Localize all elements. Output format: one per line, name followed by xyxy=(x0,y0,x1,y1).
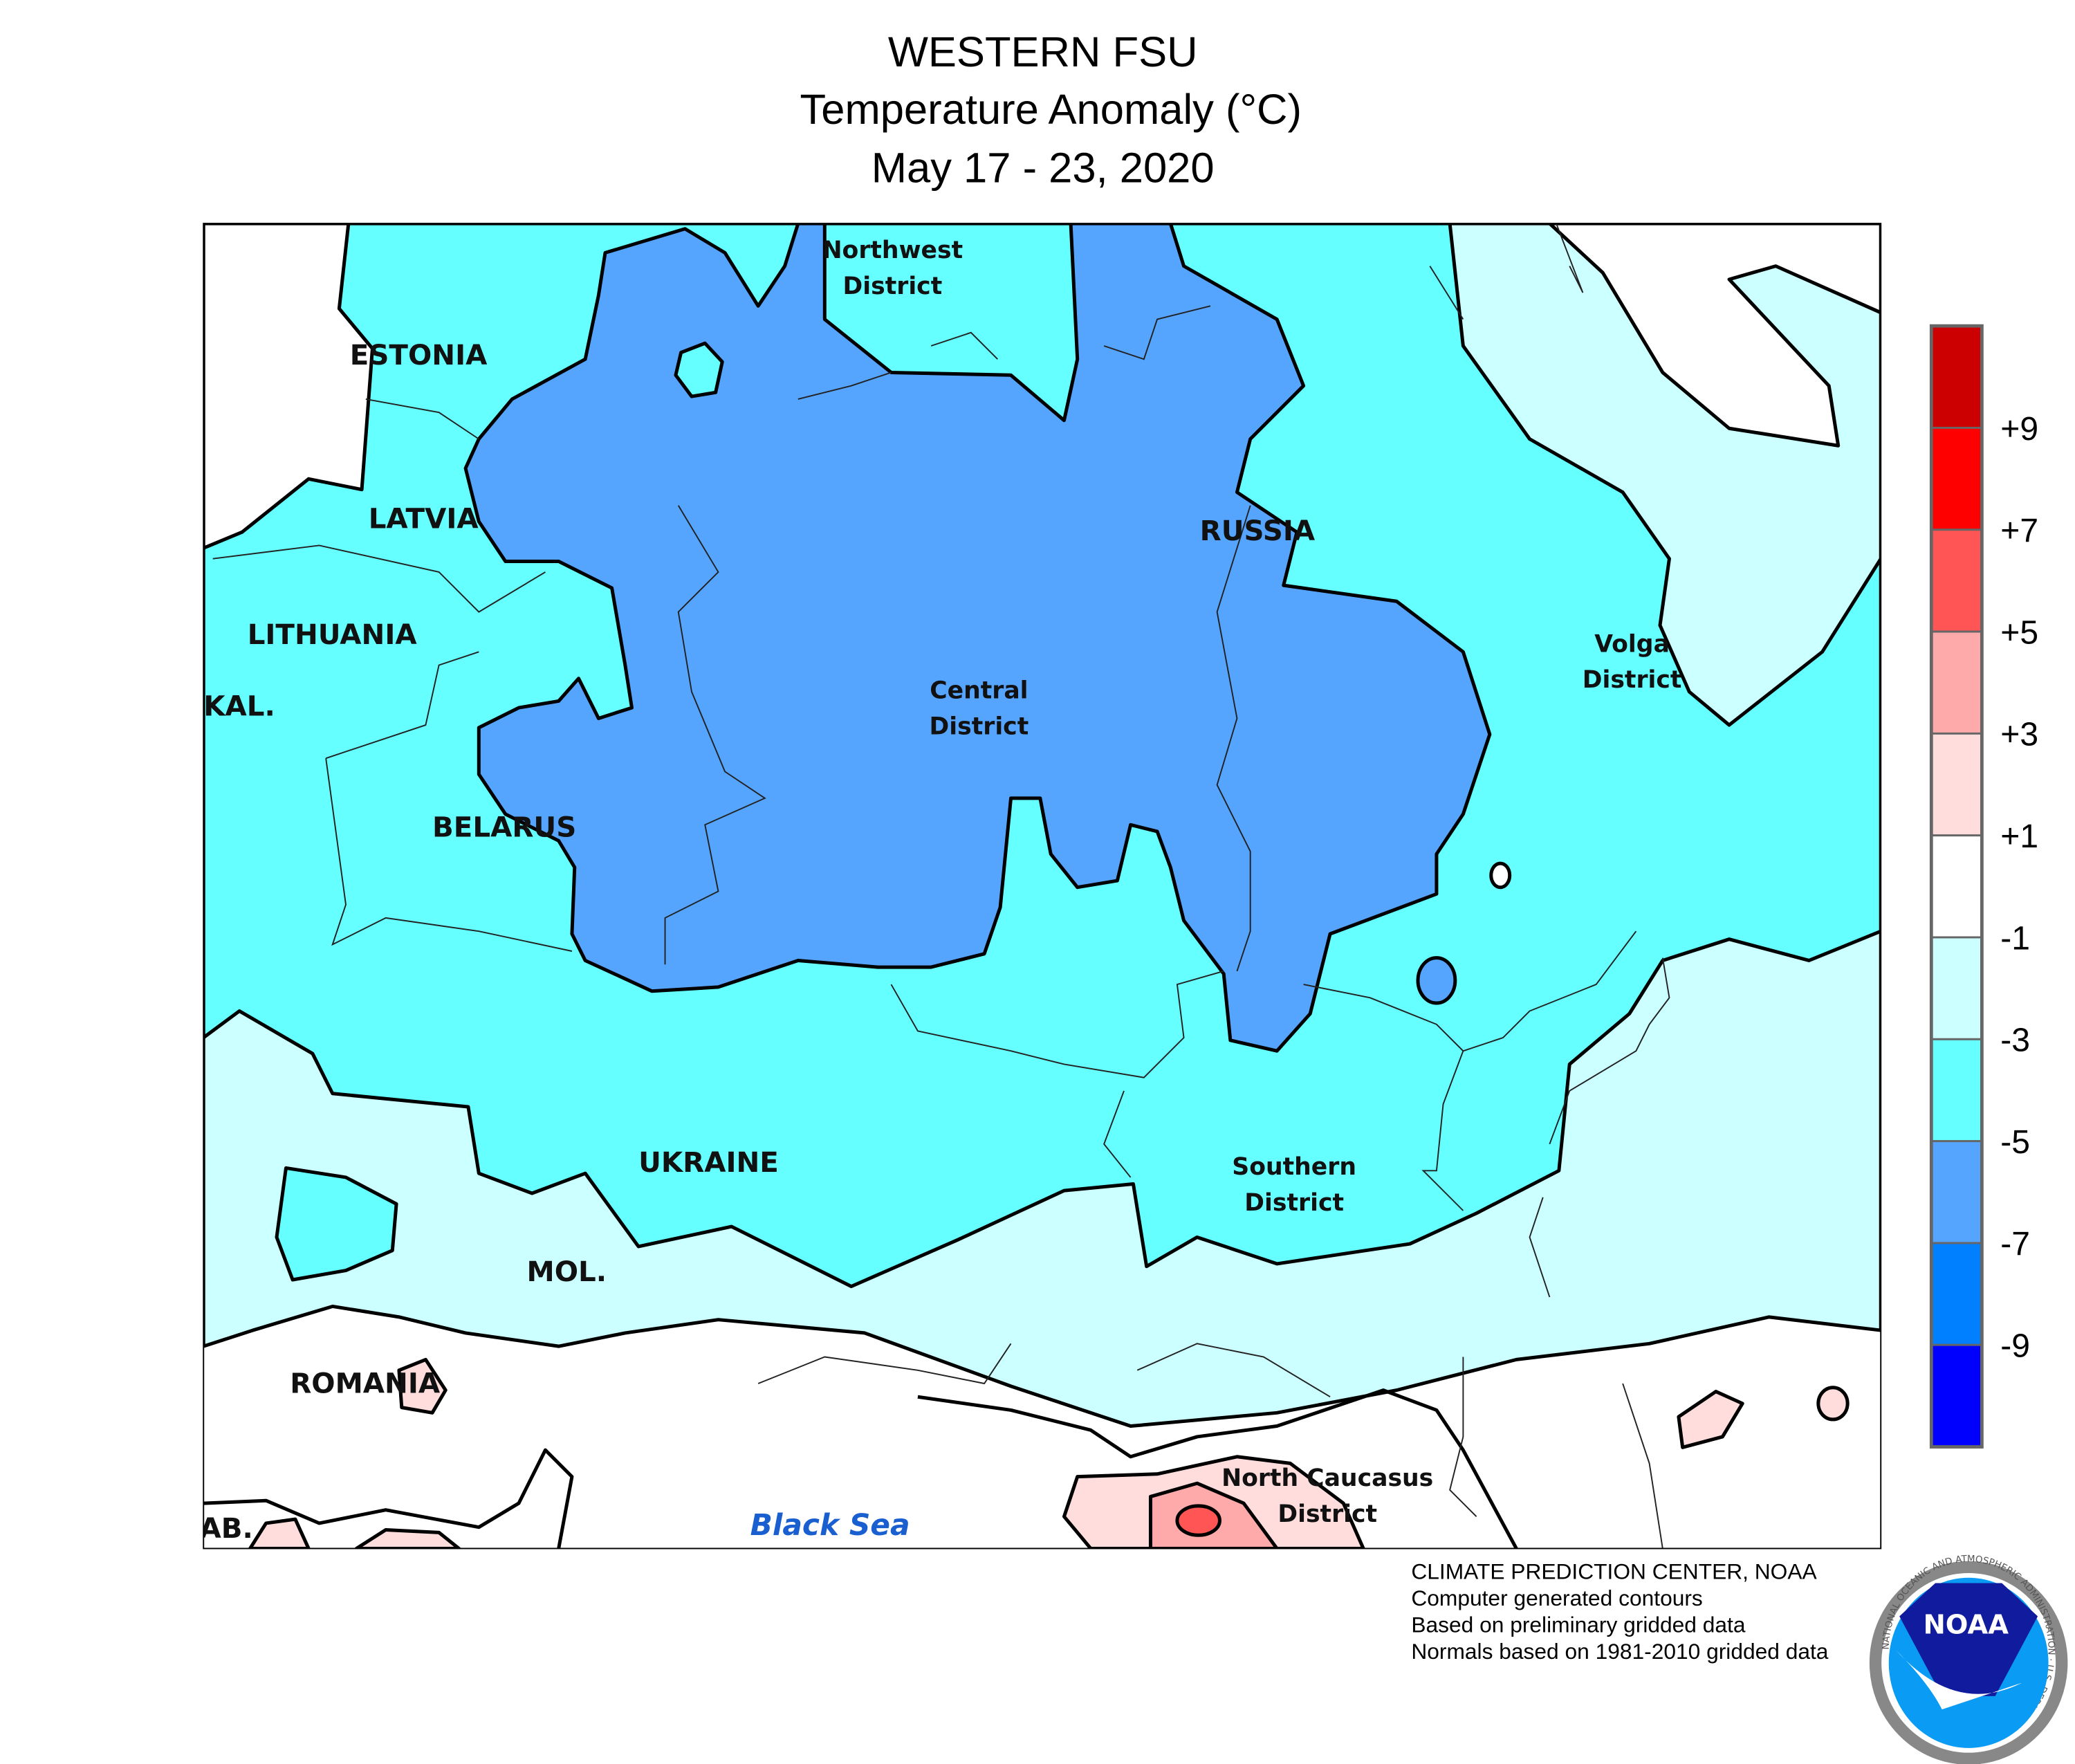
label-moldova: MOL. xyxy=(527,1256,607,1288)
legend-swatch xyxy=(1930,529,1983,633)
credit-line-4: Normals based on 1981-2010 gridded data xyxy=(1411,1639,1828,1664)
contour-line-south xyxy=(917,1388,1518,1549)
label-ab: AB. xyxy=(199,1512,252,1545)
legend-tick-label: +7 xyxy=(2000,512,2038,549)
label-russia: RUSSIA xyxy=(1200,515,1316,547)
anomaly-region-pink-east xyxy=(1677,1390,1744,1449)
label-north-caucasus-district: North Caucasus xyxy=(1221,1464,1433,1492)
anomaly-region-pink-romania xyxy=(397,1357,448,1415)
label-northwest-district-2: District xyxy=(843,273,943,300)
legend-swatch xyxy=(1930,1242,1983,1346)
map-labels: ESTONIA LATVIA LITHUANIA KAL. BELARUS UK… xyxy=(199,237,1682,1545)
legend-tick-label: -1 xyxy=(2000,919,2030,957)
label-central-district: Central xyxy=(930,677,1028,705)
legend-swatch xyxy=(1930,427,1983,531)
label-ukraine: UKRAINE xyxy=(638,1146,779,1179)
anomaly-region-cyan-romania xyxy=(275,1166,398,1282)
label-southern-district: Southern xyxy=(1232,1153,1356,1181)
legend-swatch xyxy=(1930,1038,1983,1143)
label-estonia: ESTONIA xyxy=(350,339,488,371)
anomaly-blob-white xyxy=(1489,861,1512,890)
map: ESTONIA LATVIA LITHUANIA KAL. BELARUS UK… xyxy=(199,223,1881,1549)
credit-line-2: Computer generated contours xyxy=(1411,1586,1702,1610)
map-frame xyxy=(203,223,1882,1550)
legend-tick-label: -7 xyxy=(2000,1225,2030,1262)
legend-tick-label: +3 xyxy=(2000,716,2038,753)
noaa-logo-text: NOAA xyxy=(1924,1610,2009,1641)
legend-swatch xyxy=(1930,834,1983,939)
legend-frame xyxy=(1929,324,1984,1449)
anomaly-region-blue xyxy=(463,223,1492,1053)
credit-line-3: Based on preliminary gridded data xyxy=(1411,1613,1745,1637)
baltic-sea-white xyxy=(203,223,374,550)
credit-line-1: CLIMATE PREDICTION CENTER, NOAA xyxy=(1411,1559,1817,1584)
label-lithuania: LITHUANIA xyxy=(248,618,418,651)
label-volga-district-2: District xyxy=(1583,666,1682,694)
label-northwest-district: Northwest xyxy=(822,237,963,264)
anomaly-blob-red xyxy=(1175,1504,1221,1537)
anomaly-region-white-northeast xyxy=(1547,223,1881,448)
label-black-sea: Black Sea xyxy=(750,1508,910,1542)
label-latvia: LATVIA xyxy=(369,502,479,535)
country-borders xyxy=(212,223,1670,1549)
label-central-district-2: District xyxy=(930,713,1029,741)
label-kaliningrad: KAL. xyxy=(203,690,275,723)
label-romania: ROMANIA xyxy=(290,1367,441,1399)
title-line-1: WESTERN FSU xyxy=(888,28,1198,76)
legend-swatch xyxy=(1930,630,1983,735)
label-volga-district: Volga xyxy=(1594,630,1670,658)
title-line-3: May 17 - 23, 2020 xyxy=(872,144,1215,192)
legend-tick-label: -5 xyxy=(2000,1123,2030,1161)
anomaly-blob-blue xyxy=(1416,956,1457,1005)
color-legend: +9 +7 +5 +3 +1 -1 -3 -5 -7 -9 xyxy=(1929,324,2038,1449)
legend-tick-label: -3 xyxy=(2000,1022,2030,1059)
label-belarus: BELARUS xyxy=(432,811,576,844)
anomaly-region-pink-sw xyxy=(248,1517,461,1549)
noaa-logo: NATIONAL OCEANIC AND ATMOSPHERIC ADMINIS… xyxy=(1869,1554,2068,1764)
legend-tick-label: +9 xyxy=(2000,410,2038,448)
legend-swatch xyxy=(1930,1343,1983,1448)
legend-swatch xyxy=(1930,732,1983,837)
credits: CLIMATE PREDICTION CENTER, NOAA Computer… xyxy=(1411,1559,1828,1664)
label-southern-district-2: District xyxy=(1244,1189,1344,1217)
legend-swatch xyxy=(1930,324,1983,429)
title-line-2: Temperature Anomaly (°C) xyxy=(800,86,1302,134)
legend-swatch xyxy=(1930,936,1983,1040)
legend-swatch xyxy=(1930,1140,1983,1244)
anomaly-blob-pink xyxy=(1816,1386,1850,1422)
legend-tick-label: -9 xyxy=(2000,1327,2030,1365)
legend-tick-label: +5 xyxy=(2000,614,2038,651)
contour-line-west xyxy=(203,1448,574,1549)
legend-tick-label: +1 xyxy=(2000,818,2038,855)
label-north-caucasus-district-2: District xyxy=(1278,1500,1377,1528)
